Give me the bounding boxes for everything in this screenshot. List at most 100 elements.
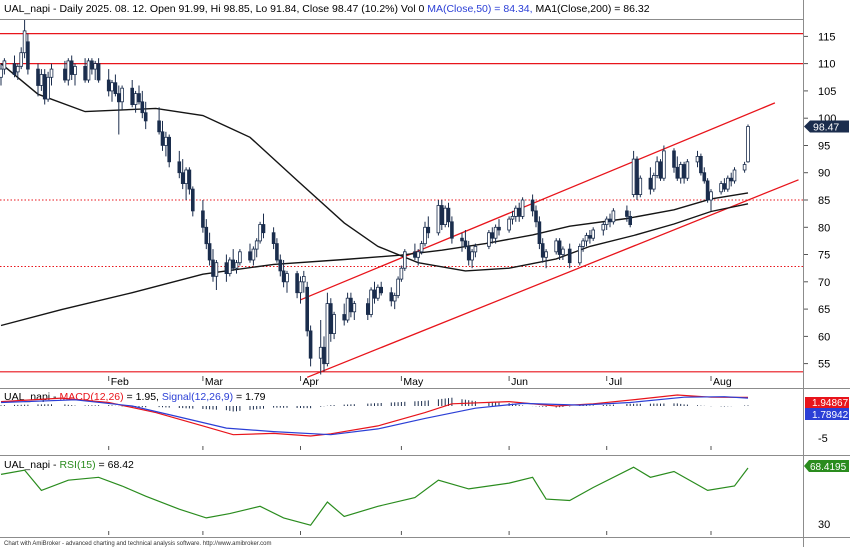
candle	[15, 63, 20, 80]
candle-body-down	[729, 177, 733, 182]
candle	[426, 216, 431, 239]
candle	[443, 205, 447, 228]
candle-body-up	[49, 68, 54, 78]
candle-body-down	[534, 210, 538, 223]
candle-body-up	[578, 245, 582, 264]
candle-body-down	[281, 270, 286, 283]
candle-body-up	[544, 251, 548, 258]
candle-body-up	[709, 191, 713, 201]
candle	[66, 58, 71, 86]
candle-body-up	[301, 275, 306, 283]
candle	[318, 320, 323, 375]
candle	[130, 80, 135, 108]
candle-body-down	[446, 207, 451, 223]
candle	[392, 292, 397, 310]
candle	[39, 69, 44, 91]
candle-body-down	[143, 112, 148, 122]
candle	[732, 167, 737, 184]
candle-body-down	[450, 221, 454, 239]
candle-body-up	[396, 278, 400, 296]
candle-body-down	[557, 240, 562, 255]
candle-body-down	[702, 172, 707, 182]
candle-body-down	[722, 183, 727, 190]
candle	[190, 186, 195, 217]
candle-body-up	[678, 164, 683, 179]
candle-body-down	[699, 155, 703, 174]
candle	[399, 265, 404, 282]
candle-body-up	[251, 248, 256, 261]
ma200-line	[0, 192, 749, 327]
macd-axis-tick: -5	[818, 433, 828, 445]
candle-body-up	[19, 52, 23, 67]
candle-body-down	[705, 180, 710, 201]
candle-body-up	[352, 303, 357, 313]
candle-body-up	[234, 262, 239, 269]
candle	[672, 148, 676, 173]
candle-body-down	[140, 101, 145, 114]
candle	[662, 145, 666, 181]
candle	[561, 246, 565, 260]
candle	[160, 120, 165, 151]
candle	[352, 300, 357, 320]
candle	[675, 156, 680, 181]
candle-body-up	[638, 177, 643, 195]
candle	[345, 292, 350, 323]
price-tick-label: 115	[818, 31, 836, 43]
candle-body-down	[211, 259, 215, 277]
rsi-panel-header: UAL_napi - RSI(15) = 68.42	[4, 459, 134, 471]
candle	[164, 131, 168, 157]
candle	[224, 254, 229, 282]
candle	[258, 221, 262, 244]
time-tick-label: Aug	[713, 376, 732, 388]
candle-body-down	[167, 136, 172, 163]
candle	[96, 58, 101, 83]
candle-body-down	[439, 205, 444, 226]
candle	[628, 210, 632, 228]
candle-body-up	[604, 218, 609, 226]
candle-body-down	[463, 240, 468, 247]
candle-body-down	[83, 66, 87, 81]
time-tick-label: Jul	[609, 376, 622, 388]
candle-body-up	[591, 229, 595, 239]
candle-body-down	[372, 289, 377, 299]
candle	[742, 161, 747, 173]
candle	[117, 85, 121, 135]
candle	[497, 219, 501, 236]
candle	[49, 63, 54, 86]
candle	[540, 238, 545, 263]
candle-body-down	[658, 161, 663, 179]
candle-body-up	[258, 224, 262, 242]
candle-body-up	[318, 346, 323, 359]
candle	[201, 200, 205, 233]
candle	[729, 172, 733, 187]
rsi-axis-tick: 30	[818, 519, 830, 531]
candle	[301, 270, 306, 293]
rsi-value-text: 68.4195	[810, 462, 847, 473]
price-tick-label: 95	[818, 141, 830, 153]
trend-line	[306, 179, 799, 378]
candle	[487, 230, 491, 250]
candle	[113, 74, 118, 97]
rsi-value-box-shape	[804, 460, 849, 472]
candle	[537, 216, 542, 250]
candle-body-up	[402, 251, 407, 269]
price-tick-label: 105	[818, 86, 836, 98]
candle	[376, 284, 380, 301]
candle	[695, 150, 700, 168]
candle-body-down	[157, 120, 161, 133]
candle-body-down	[608, 218, 612, 223]
candle	[214, 260, 219, 290]
macd-panel-header: UAL_napi - MACD(12,26) = 1.95, Signal(12…	[4, 391, 266, 403]
candle-body-down	[466, 245, 471, 261]
rsi-value-box: 68.4195	[804, 460, 849, 473]
candle	[436, 200, 441, 236]
candle	[12, 55, 17, 78]
candle-body-down	[682, 164, 686, 179]
candle-body-down	[190, 188, 195, 212]
rsi-series-line	[0, 466, 749, 526]
candle	[591, 227, 595, 241]
candle	[86, 58, 91, 83]
candle-body-up	[332, 314, 336, 335]
signal-label: Signal(12,26,9)	[162, 391, 233, 403]
candle-body-up	[719, 183, 723, 193]
